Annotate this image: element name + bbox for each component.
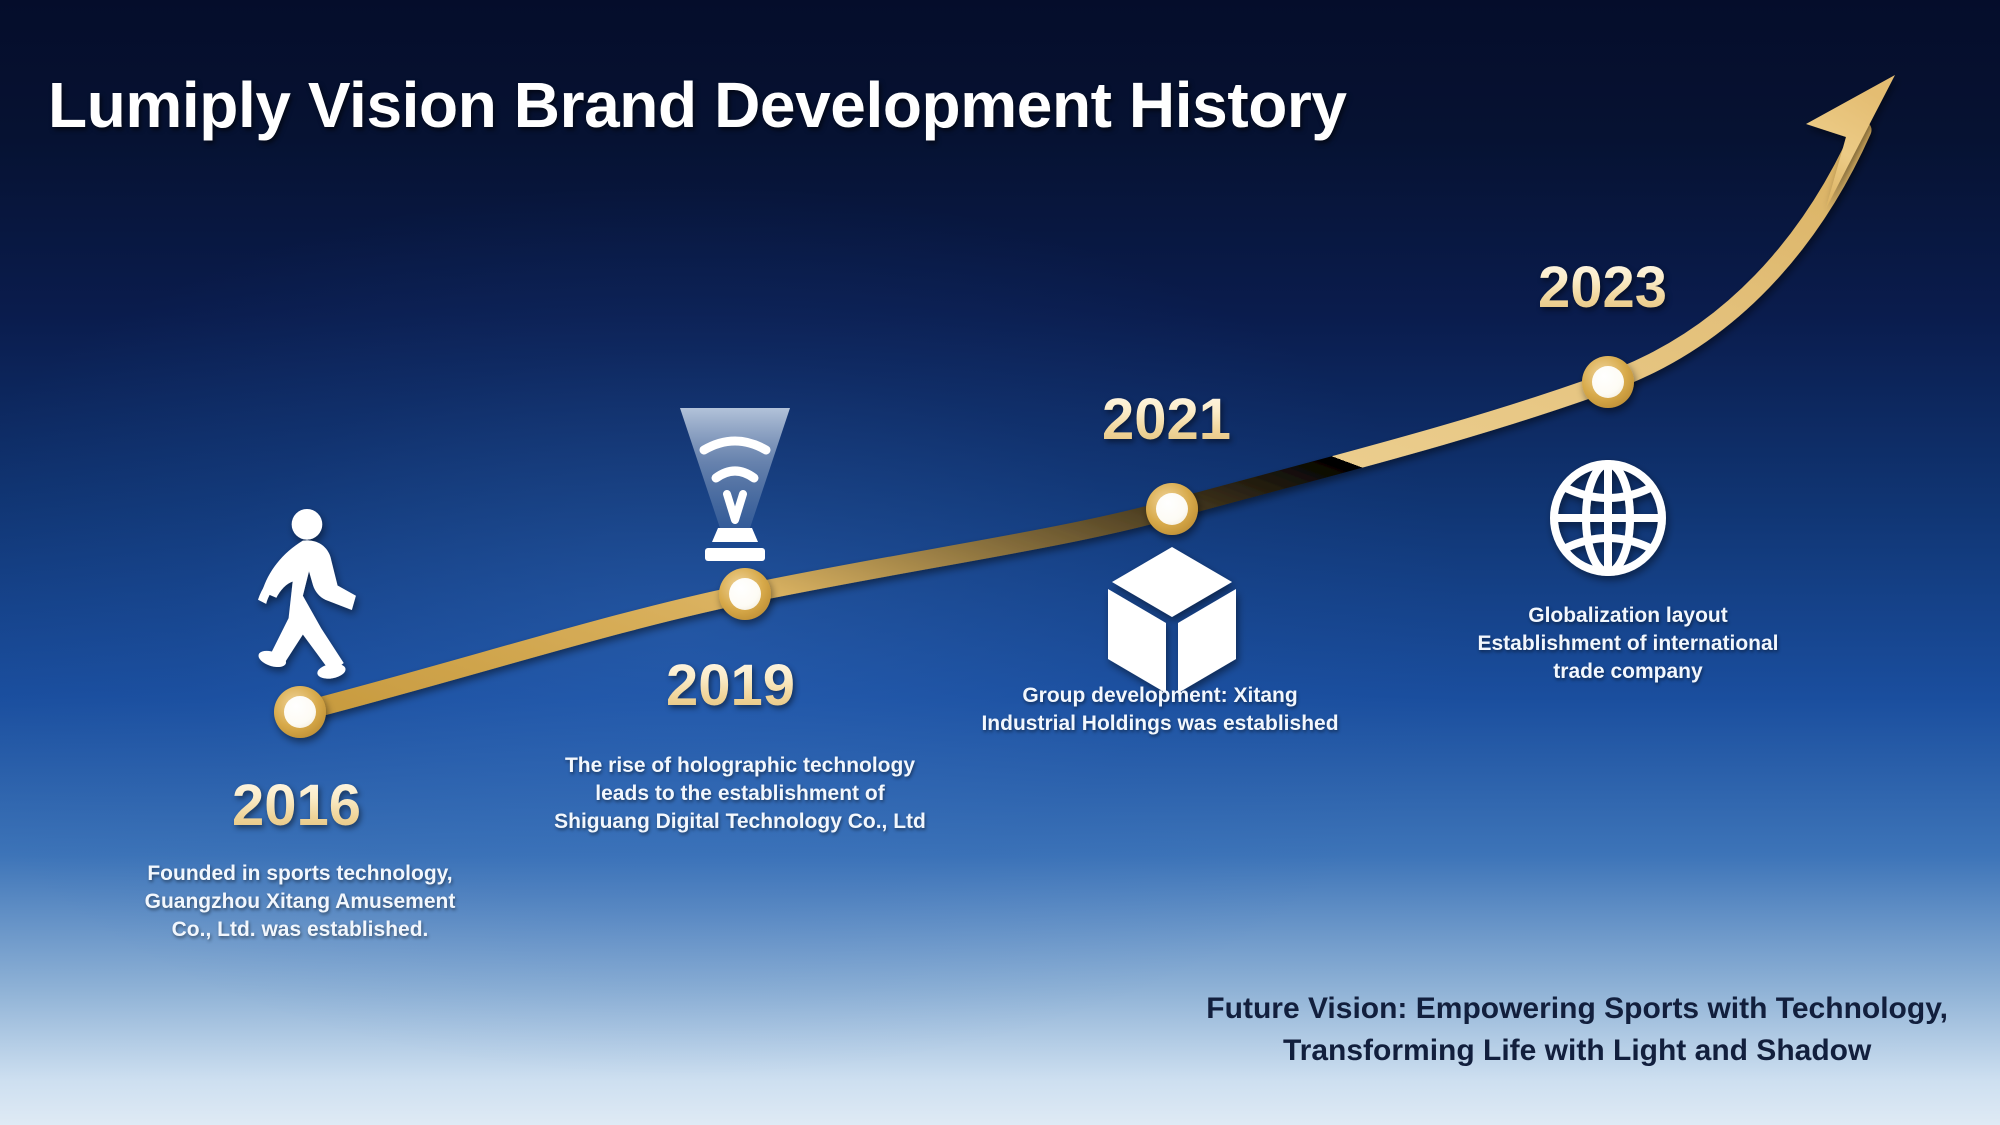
year-label-2021: 2021 [1102,387,1232,452]
year-label-2019: 2019 [666,653,796,718]
hologram-projector-icon [680,408,790,561]
arrowhead-icon [1806,75,1895,208]
milestone-node-2019[interactable] [719,568,771,620]
year-label-2016: 2016 [232,773,362,838]
running-person-icon [258,509,356,679]
cube-icon [1108,547,1236,693]
milestone-node-2023[interactable] [1582,356,1634,408]
page-title: Lumiply Vision Brand Development History [48,69,1347,141]
footer-tagline: Future Vision: Empowering Sports with Te… [1206,991,1948,1068]
caption-2021: Group development: Xitang Industrial Hol… [981,684,1339,735]
year-label-2023: 2023 [1538,255,1668,320]
caption-2016: Founded in sports technology, Guangzhou … [144,862,456,941]
globe-icon [1550,460,1666,576]
milestone-node-2021[interactable] [1146,483,1198,535]
caption-2019: The rise of holographic technology leads… [554,754,926,833]
milestone-node-2016[interactable] [274,686,326,738]
caption-2023: Globalization layout Establishment of in… [1477,604,1779,683]
